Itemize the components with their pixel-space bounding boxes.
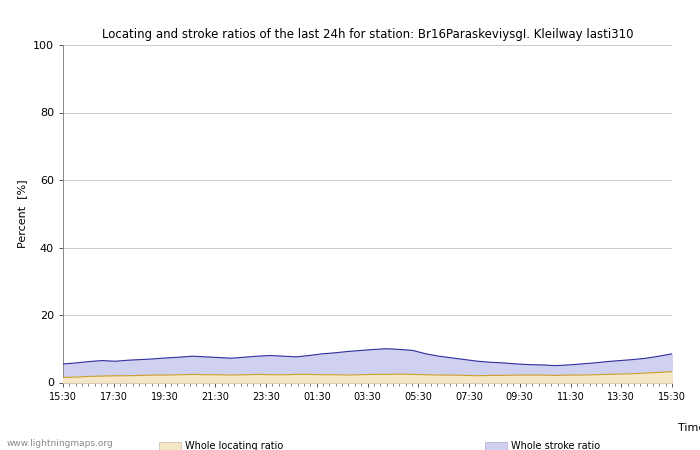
Text: www.lightningmaps.org: www.lightningmaps.org bbox=[7, 439, 113, 448]
Legend: Whole locating ratio, Locating ratio station Br16ParaskeviysgI. Kleilway lasti31: Whole locating ratio, Locating ratio sta… bbox=[159, 441, 700, 450]
Title: Locating and stroke ratios of the last 24h for station: Br16ParaskeviysgI. Kleil: Locating and stroke ratios of the last 2… bbox=[102, 28, 634, 41]
Text: Time: Time bbox=[678, 423, 700, 433]
Y-axis label: Percent  [%]: Percent [%] bbox=[18, 180, 27, 248]
